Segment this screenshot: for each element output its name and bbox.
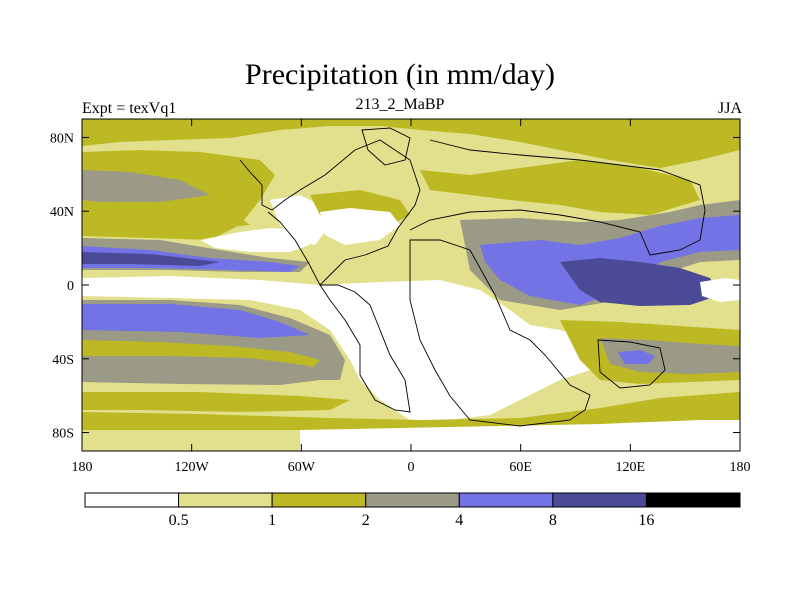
contour-antarctic-white [300,420,740,451]
coast-eurasia [409,139,706,256]
x-tick-label: 60W [288,460,316,475]
x-tick-label: 120E [616,460,646,475]
contour-namerica-white [270,195,330,245]
x-tick-label: 180 [72,460,93,475]
colorbar-box [365,492,460,508]
x-axis: 180 120W 60W 0 60E 120E 180 [72,119,751,475]
coastlines [239,127,706,427]
contour-wpac-white [700,278,740,302]
x-tick-label: 0 [408,460,415,475]
chart-title: Precipitation (in mm/day) [245,58,555,91]
colorbar-label: 0.5 [169,512,189,529]
y-tick-label: 80S [52,427,74,442]
coast-south-america [319,284,411,413]
contour-siberia [420,160,700,215]
season-label: JJA [717,100,742,117]
coast-australia [597,339,666,389]
contour-spac-blue [82,304,310,338]
y-tick-label: 0 [67,279,74,294]
colorbar-label: 1 [268,512,276,529]
contour-southern-olive [82,392,740,432]
colorbar-label: 2 [362,512,370,529]
experiment-label: Expt = texVq1 [82,100,177,117]
colorbar-box [271,492,367,508]
colorbar-box [645,492,741,508]
contour-sind-blue [618,350,655,364]
colorbar-box [458,492,554,508]
colorbar-label: 4 [455,512,463,529]
colorbar-box [84,492,180,508]
contour-fill [82,119,740,451]
colorbar-box [178,492,273,508]
contour-natl-white [320,208,400,245]
y-tick-label: 40N [50,205,74,220]
colorbar-label: 8 [549,512,557,529]
contour-sind-gray [600,338,740,374]
colorbar-box [552,492,647,508]
contour-tropics-white [82,276,610,420]
colorbar: 0.5 1 2 4 8 16 [84,492,741,529]
contour-arctic [82,119,740,168]
y-axis: 80N 40N 0 40S 80S [50,131,740,442]
coast-greenland [361,127,411,166]
contour-npac-olive2 [82,206,250,230]
contour-spac-gray2 [82,356,320,385]
period-label: 213_2_MaBP [355,96,445,113]
x-tick-label: 60E [509,460,532,475]
contour-npac-gray [82,170,210,202]
x-tick-label: 120W [175,460,210,475]
contour-spac-olive2 [82,392,350,412]
coast-north-america [239,139,421,286]
y-tick-label: 80N [50,131,74,146]
colorbar-label: 16 [638,512,654,529]
contour-indian-dark [560,258,720,306]
x-tick-label: 180 [730,460,751,475]
coast-africa [409,239,591,427]
contour-antarctic-yellow [82,430,300,451]
contour-nepac-white [200,228,310,252]
y-tick-label: 40S [52,353,74,368]
contour-itcz-dark [82,252,220,266]
